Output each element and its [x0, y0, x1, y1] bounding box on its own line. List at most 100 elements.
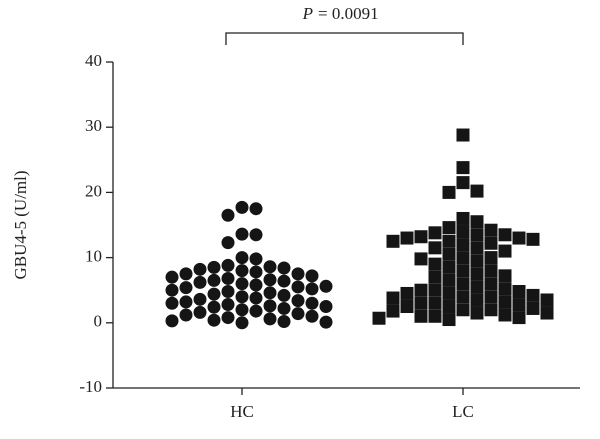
data-point	[414, 252, 428, 266]
data-point	[484, 236, 498, 250]
data-point	[428, 241, 442, 255]
data-point	[249, 228, 263, 242]
data-point	[470, 184, 484, 198]
data-point	[179, 308, 193, 322]
data-point	[235, 316, 249, 330]
data-point	[414, 296, 428, 310]
data-point	[263, 299, 277, 313]
data-point	[414, 309, 428, 323]
y-tick-label: 30	[85, 116, 102, 135]
data-point	[470, 267, 484, 281]
data-point	[235, 303, 249, 317]
annotation-p: P	[302, 4, 313, 23]
data-point	[526, 288, 540, 302]
data-point	[235, 290, 249, 304]
data-point	[484, 303, 498, 317]
data-point	[319, 315, 333, 329]
data-point	[235, 200, 249, 214]
data-point	[263, 273, 277, 287]
data-point	[442, 286, 456, 300]
data-point	[428, 226, 442, 240]
data-point	[263, 312, 277, 326]
data-point	[456, 251, 470, 265]
data-point	[456, 277, 470, 291]
data-point	[305, 309, 319, 323]
data-point	[526, 301, 540, 315]
data-point	[526, 232, 540, 246]
data-point	[207, 313, 221, 327]
data-point	[221, 271, 235, 285]
data-point	[277, 274, 291, 288]
data-point	[456, 225, 470, 239]
data-point	[179, 295, 193, 309]
data-point	[221, 285, 235, 299]
data-point	[512, 298, 526, 312]
y-tick-label: 40	[85, 51, 102, 70]
data-point	[305, 269, 319, 283]
data-point	[193, 305, 207, 319]
data-point	[277, 301, 291, 315]
data-point	[400, 286, 414, 300]
data-point	[428, 296, 442, 310]
data-point	[442, 300, 456, 313]
data-point	[386, 234, 400, 248]
data-point	[319, 279, 333, 293]
data-point	[456, 264, 470, 278]
data-point	[277, 288, 291, 302]
data-point	[414, 283, 428, 297]
data-point	[456, 128, 470, 142]
data-point	[540, 293, 554, 307]
y-tick-label: 20	[85, 181, 102, 200]
y-axis-label: GBU4-5 (U/ml)	[11, 170, 30, 279]
data-point	[456, 161, 470, 175]
data-point	[470, 306, 484, 320]
data-point	[498, 244, 512, 258]
data-point	[470, 228, 484, 242]
data-point	[498, 282, 512, 296]
data-point	[470, 215, 484, 229]
data-point	[165, 283, 179, 297]
data-point	[442, 273, 456, 287]
data-point	[277, 314, 291, 328]
data-point	[221, 258, 235, 272]
data-point	[319, 300, 333, 313]
data-point	[235, 227, 249, 241]
y-tick-label: -10	[79, 377, 102, 396]
data-point	[414, 230, 428, 244]
data-point	[442, 313, 456, 327]
data-point	[498, 269, 512, 283]
data-point	[442, 260, 456, 274]
data-point	[456, 176, 470, 190]
data-point	[428, 270, 442, 284]
data-point	[221, 208, 235, 222]
y-tick-label: 10	[85, 247, 102, 266]
data-point	[193, 275, 207, 289]
data-point	[207, 287, 221, 301]
data-point	[470, 241, 484, 255]
data-point	[484, 290, 498, 304]
data-point	[207, 273, 221, 287]
data-point	[428, 309, 442, 323]
data-point	[277, 261, 291, 275]
data-point	[484, 277, 498, 291]
data-point	[484, 251, 498, 265]
data-point	[291, 280, 305, 294]
data-point	[470, 293, 484, 307]
data-point	[512, 231, 526, 245]
data-point	[291, 267, 305, 281]
data-point	[442, 185, 456, 199]
data-point	[386, 291, 400, 305]
data-point	[372, 311, 386, 325]
data-point	[165, 270, 179, 284]
data-point	[221, 236, 235, 250]
data-point	[193, 292, 207, 306]
data-point	[249, 291, 263, 305]
data-point	[193, 262, 207, 276]
data-point	[400, 231, 414, 245]
data-point	[221, 311, 235, 325]
data-point	[442, 247, 456, 261]
data-point	[498, 308, 512, 322]
data-point	[249, 265, 263, 279]
data-point	[442, 221, 456, 235]
